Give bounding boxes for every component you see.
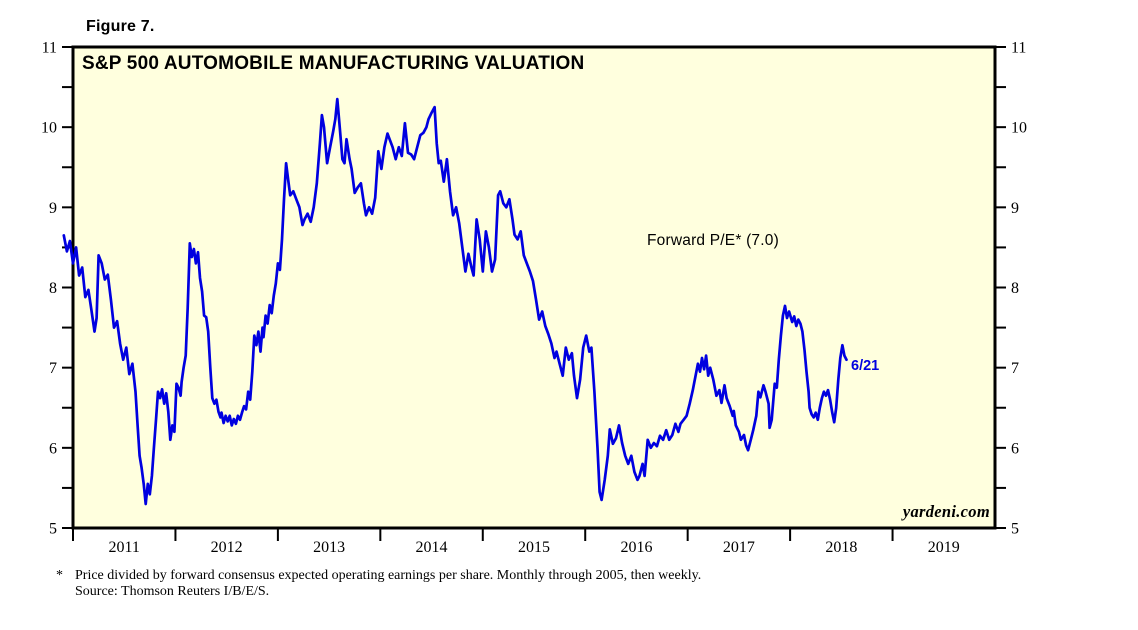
x-axis-year-label: 2016 (620, 539, 652, 556)
y-axis-label-right: 5 (1011, 521, 1019, 538)
series-annotation-label: Forward P/E* (7.0) (647, 232, 779, 249)
y-axis-label-right: 9 (1011, 200, 1019, 217)
y-axis-label-left: 8 (49, 280, 57, 297)
chart-title: S&P 500 AUTOMOBILE MANUFACTURING VALUATI… (82, 53, 585, 74)
x-axis-year-label: 2013 (313, 539, 345, 556)
y-axis-label-left: 6 (49, 440, 57, 457)
x-axis-year-label: 2019 (928, 539, 960, 556)
footnote-asterisk: * (56, 568, 63, 583)
y-axis-label-right: 10 (1011, 120, 1027, 137)
figure-label: Figure 7. (86, 18, 155, 35)
x-axis-year-label: 2014 (416, 539, 448, 556)
forward-pe-line (62, 97, 848, 506)
last-point-date-label: 6/21 (851, 358, 880, 374)
y-axis-label-right: 8 (1011, 280, 1019, 297)
footnote-source-line: Source: Thomson Reuters I/B/E/S. (75, 584, 270, 599)
y-axis-label-left: 7 (49, 360, 57, 377)
x-axis-year-label: 2017 (723, 539, 755, 556)
yardeni-watermark: yardeni.com (902, 502, 990, 521)
y-axis-label-right: 11 (1011, 40, 1026, 57)
y-axis-label-left: 11 (42, 40, 57, 57)
x-axis-year-label: 2012 (211, 539, 243, 556)
y-axis-label-left: 5 (49, 521, 57, 538)
x-axis-year-label: 2018 (825, 539, 857, 556)
footnote-text-line1: Price divided by forward consensus expec… (75, 568, 702, 583)
x-axis-year-label: 2011 (109, 539, 140, 556)
y-axis-label-left: 10 (41, 120, 57, 137)
y-axis-label-right: 6 (1011, 440, 1019, 457)
y-axis-label-left: 9 (49, 200, 57, 217)
x-axis-year-label: 2015 (518, 539, 550, 556)
y-axis-label-right: 7 (1011, 360, 1019, 377)
